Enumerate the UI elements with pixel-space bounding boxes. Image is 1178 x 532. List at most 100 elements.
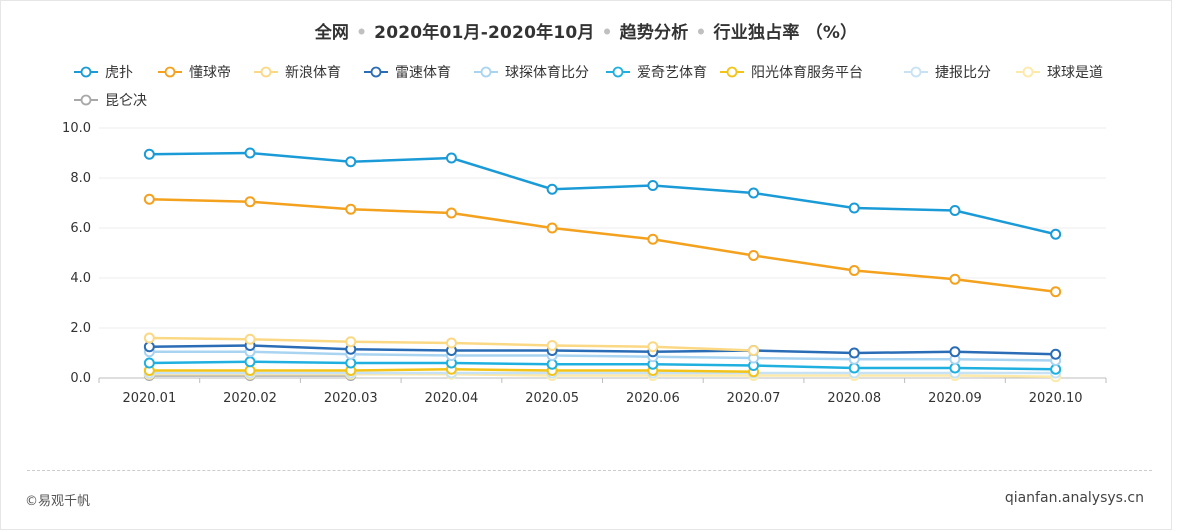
legend-label: 新浪体育 <box>285 65 341 81</box>
data-point[interactable] <box>143 357 155 369</box>
legend-line-marker-icon <box>474 66 498 78</box>
data-point[interactable] <box>244 333 256 345</box>
data-point[interactable] <box>445 337 457 349</box>
data-point[interactable] <box>546 183 558 195</box>
x-tick-label: 2020.04 <box>425 391 479 406</box>
title-separator: • <box>356 23 368 43</box>
data-point[interactable] <box>143 332 155 344</box>
data-point[interactable] <box>848 265 860 276</box>
footer-divider <box>27 470 1152 471</box>
data-point[interactable] <box>647 341 659 353</box>
data-point[interactable] <box>1050 363 1062 375</box>
title-analysis: 趋势分析 <box>619 23 689 43</box>
data-point[interactable] <box>445 152 457 164</box>
x-tick-label: 2020.09 <box>928 391 982 406</box>
data-point[interactable] <box>848 347 860 359</box>
legend-item[interactable]: 昆仑决 <box>73 89 147 111</box>
data-point[interactable] <box>546 222 558 234</box>
data-point[interactable] <box>244 365 256 376</box>
legend-label: 虎扑 <box>105 65 133 81</box>
line-chart: 0.0 2.0 4.0 6.0 8.0 10.0 2020.01 2020.02 2020.03… <box>62 121 1107 406</box>
data-point[interactable] <box>244 147 256 159</box>
series-line <box>149 360 1056 371</box>
x-tick-label: 2020.06 <box>626 391 680 406</box>
site-url: qianfan.analysys.cn <box>1004 490 1144 506</box>
legend-label: 捷报比分 <box>935 65 991 81</box>
y-tick-label: 6.0 <box>70 221 91 236</box>
data-point[interactable] <box>647 233 659 245</box>
title-separator: • <box>695 23 707 43</box>
x-tick-label: 2020.08 <box>827 391 881 406</box>
data-point[interactable] <box>949 362 961 374</box>
y-tick-label: 8.0 <box>70 171 91 186</box>
x-tick-label: 2020.02 <box>223 391 277 406</box>
title-period: 2020年01月-2020年10月 <box>374 23 595 43</box>
x-tick-label: 2020.01 <box>122 391 176 406</box>
legend-item[interactable]: 懂球帝 <box>157 61 231 83</box>
title-separator: • <box>601 23 613 43</box>
legend-line-marker-icon <box>74 94 98 106</box>
series-line <box>149 344 1056 356</box>
data-point[interactable] <box>848 362 860 374</box>
legend-item[interactable]: 虎扑 <box>73 61 133 83</box>
data-point[interactable] <box>748 345 760 356</box>
chart-title: 全网 • 2020年01月-2020年10月 • 趋势分析 • 行业独占率 （%） <box>1 18 1171 43</box>
legend-label: 球探体育比分 <box>505 65 589 81</box>
series-line <box>149 151 1056 236</box>
legend-item[interactable]: 爱奇艺体育 <box>605 61 707 83</box>
legend-line-marker-icon <box>74 66 98 78</box>
data-point[interactable] <box>244 196 256 208</box>
series-1 <box>143 193 1062 298</box>
x-tick-label: 2020.07 <box>727 391 781 406</box>
x-tick-label: 2020.03 <box>324 391 378 406</box>
data-point[interactable] <box>143 148 155 160</box>
legend-label: 昆仑决 <box>105 93 147 109</box>
title-scope: 全网 <box>314 23 350 43</box>
legend-label: 球球是道 <box>1047 65 1103 81</box>
data-point[interactable] <box>1050 348 1062 360</box>
data-point[interactable] <box>143 193 155 205</box>
legend-item[interactable]: 阳光体育服务平台 <box>719 61 863 83</box>
data-point[interactable] <box>445 207 457 219</box>
legend-item[interactable]: 新浪体育 <box>253 61 341 83</box>
series-line <box>149 350 1056 362</box>
legend-item[interactable]: 雷速体育 <box>363 61 451 83</box>
data-point[interactable] <box>244 356 256 368</box>
legend-item[interactable]: 球球是道 <box>1015 61 1103 83</box>
data-point[interactable] <box>949 205 961 216</box>
data-point[interactable] <box>143 341 155 353</box>
data-point[interactable] <box>546 358 558 370</box>
series-line <box>149 198 1056 293</box>
data-point[interactable] <box>1050 228 1062 240</box>
data-point[interactable] <box>345 156 357 168</box>
data-point[interactable] <box>1050 286 1062 298</box>
data-point[interactable] <box>345 336 357 348</box>
legend-item[interactable]: 球探体育比分 <box>473 61 589 83</box>
legend-label: 懂球帝 <box>189 65 231 81</box>
legend-item[interactable]: 捷报比分 <box>903 61 991 83</box>
y-tick-label: 2.0 <box>70 321 91 336</box>
legend-line-marker-icon <box>158 66 182 78</box>
legend-line-marker-icon <box>720 66 744 78</box>
legend-line-marker-icon <box>606 66 630 78</box>
legend-line-marker-icon <box>1016 66 1040 78</box>
x-tick-label: 2020.10 <box>1029 391 1083 406</box>
x-tick-label: 2020.05 <box>525 391 579 406</box>
legend-label: 爱奇艺体育 <box>637 65 707 81</box>
y-tick-label: 10.0 <box>62 121 91 136</box>
data-point[interactable] <box>949 346 961 358</box>
data-point[interactable] <box>748 250 760 261</box>
series-2 <box>143 332 760 356</box>
data-point[interactable] <box>546 340 558 351</box>
data-point[interactable] <box>647 180 659 191</box>
data-point[interactable] <box>345 357 357 369</box>
legend-label: 雷速体育 <box>395 65 451 81</box>
data-point[interactable] <box>345 203 357 215</box>
legend-line-marker-icon <box>254 66 278 78</box>
data-point[interactable] <box>848 202 860 214</box>
data-point[interactable] <box>748 187 760 199</box>
legend-line-marker-icon <box>904 66 928 78</box>
legend-label: 阳光体育服务平台 <box>751 65 863 81</box>
data-point[interactable] <box>949 273 961 285</box>
